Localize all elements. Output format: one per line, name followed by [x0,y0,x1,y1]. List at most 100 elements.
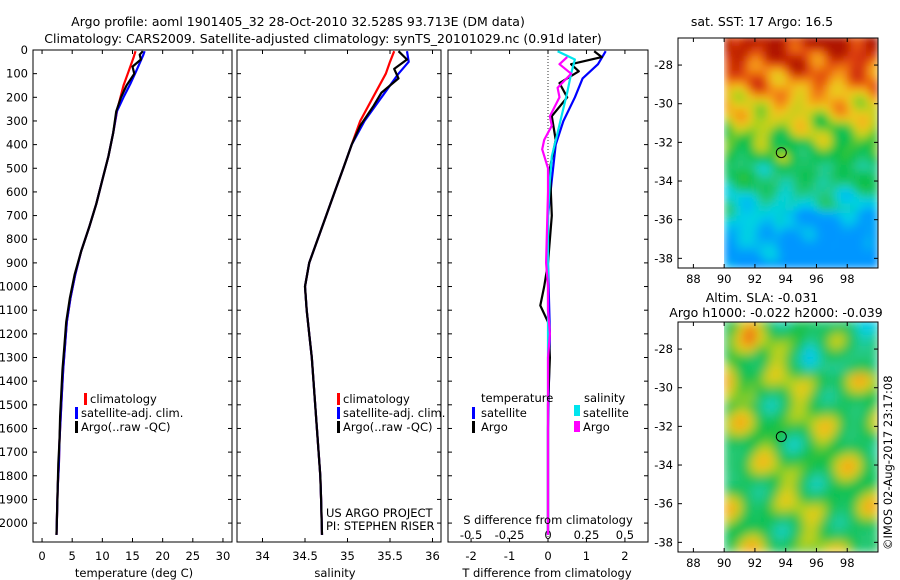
map-cell [785,503,791,510]
map-cell [816,38,821,42]
map-cell [843,94,848,100]
map-cell [866,358,871,365]
map-cell [816,210,821,216]
map-cell [735,498,741,505]
map-cell [851,185,856,192]
map-cell [858,498,864,505]
map-cell [766,503,771,510]
map-cell [766,322,771,326]
map-cell [766,229,771,235]
map-cell [739,387,744,394]
map-cell [816,98,821,105]
map-cell [785,392,791,398]
map-cell [801,132,806,139]
map-cell [774,84,779,90]
map-cell [785,181,791,187]
map-cell [797,98,802,105]
map-cell [778,339,783,345]
map-cell [866,103,871,110]
map-cell [851,74,856,81]
map-cell [862,65,867,71]
map-cell [758,479,764,485]
map-cell [762,137,767,143]
map-cell [866,253,871,259]
map-cell [851,142,856,148]
map-cell [774,431,779,437]
map-cell [754,450,760,456]
map-cell [774,353,779,360]
map-cell [739,503,744,510]
depth-axis-labels: 0100200300400500600700800900100011001200… [0,43,28,530]
map-cell [797,229,802,235]
map-cell [743,474,748,481]
map-cell [781,248,787,255]
difference-lines [539,50,607,535]
sla-map-title-line-2: Argo h1000: -0.022 h2000: -0.039 [669,305,882,320]
map-cell [866,69,871,76]
map-cell [754,397,760,403]
map-cell [781,152,787,158]
map-cell [781,74,787,81]
map-cell [843,243,848,250]
map-cell [747,445,752,452]
map-cell [816,132,821,139]
map-cell [835,55,841,61]
map-cell [728,258,733,264]
map-cell [870,465,875,471]
map-cell [747,465,752,471]
map-cell [781,239,787,245]
map-cell [739,440,744,447]
map-cell [781,234,787,240]
map-cell [724,161,729,168]
map-cell [870,498,875,505]
map-cell [847,94,852,100]
map-cell [778,234,783,240]
map-cell [770,65,775,71]
map-cell [770,123,775,129]
map-cell [766,127,771,134]
map-cell [866,161,871,168]
map-cell [831,239,837,245]
map-cell [743,494,748,500]
map-cell [778,74,783,81]
map-cell [774,469,779,476]
map-cell [866,185,871,192]
map-cell [747,185,752,192]
map-cell [828,450,833,456]
map-cell [820,378,825,384]
map-cell [835,147,841,153]
map-cell [747,455,752,461]
map-cell [743,118,748,124]
map-cell [766,402,771,408]
map-cell [793,94,798,100]
map-cell [866,474,871,481]
map-cell [747,161,752,168]
map-cell [843,547,848,552]
map-cell [862,436,867,442]
map-cell [747,523,752,529]
map-cell [770,494,775,500]
map-cell [843,147,848,153]
map-cell [835,460,841,466]
map-cell [751,426,756,432]
map-cell [839,402,844,408]
map-cell [866,392,871,398]
map-cell [854,445,860,452]
map-cell [816,171,821,177]
map-cell [835,358,841,365]
map-cell [778,156,783,163]
map-cell [789,132,794,139]
map-cell [808,181,814,187]
map-cell [847,513,852,519]
map-cell [778,382,783,389]
map-cell [770,205,775,211]
map-cell [820,339,825,345]
map-cell [858,38,864,42]
map-cell [751,224,756,230]
map-cell [785,123,791,129]
map-cell [770,450,775,456]
map-cell [870,263,875,268]
map-cell [874,166,878,172]
map-cell [831,181,837,187]
map-cell [866,94,871,100]
